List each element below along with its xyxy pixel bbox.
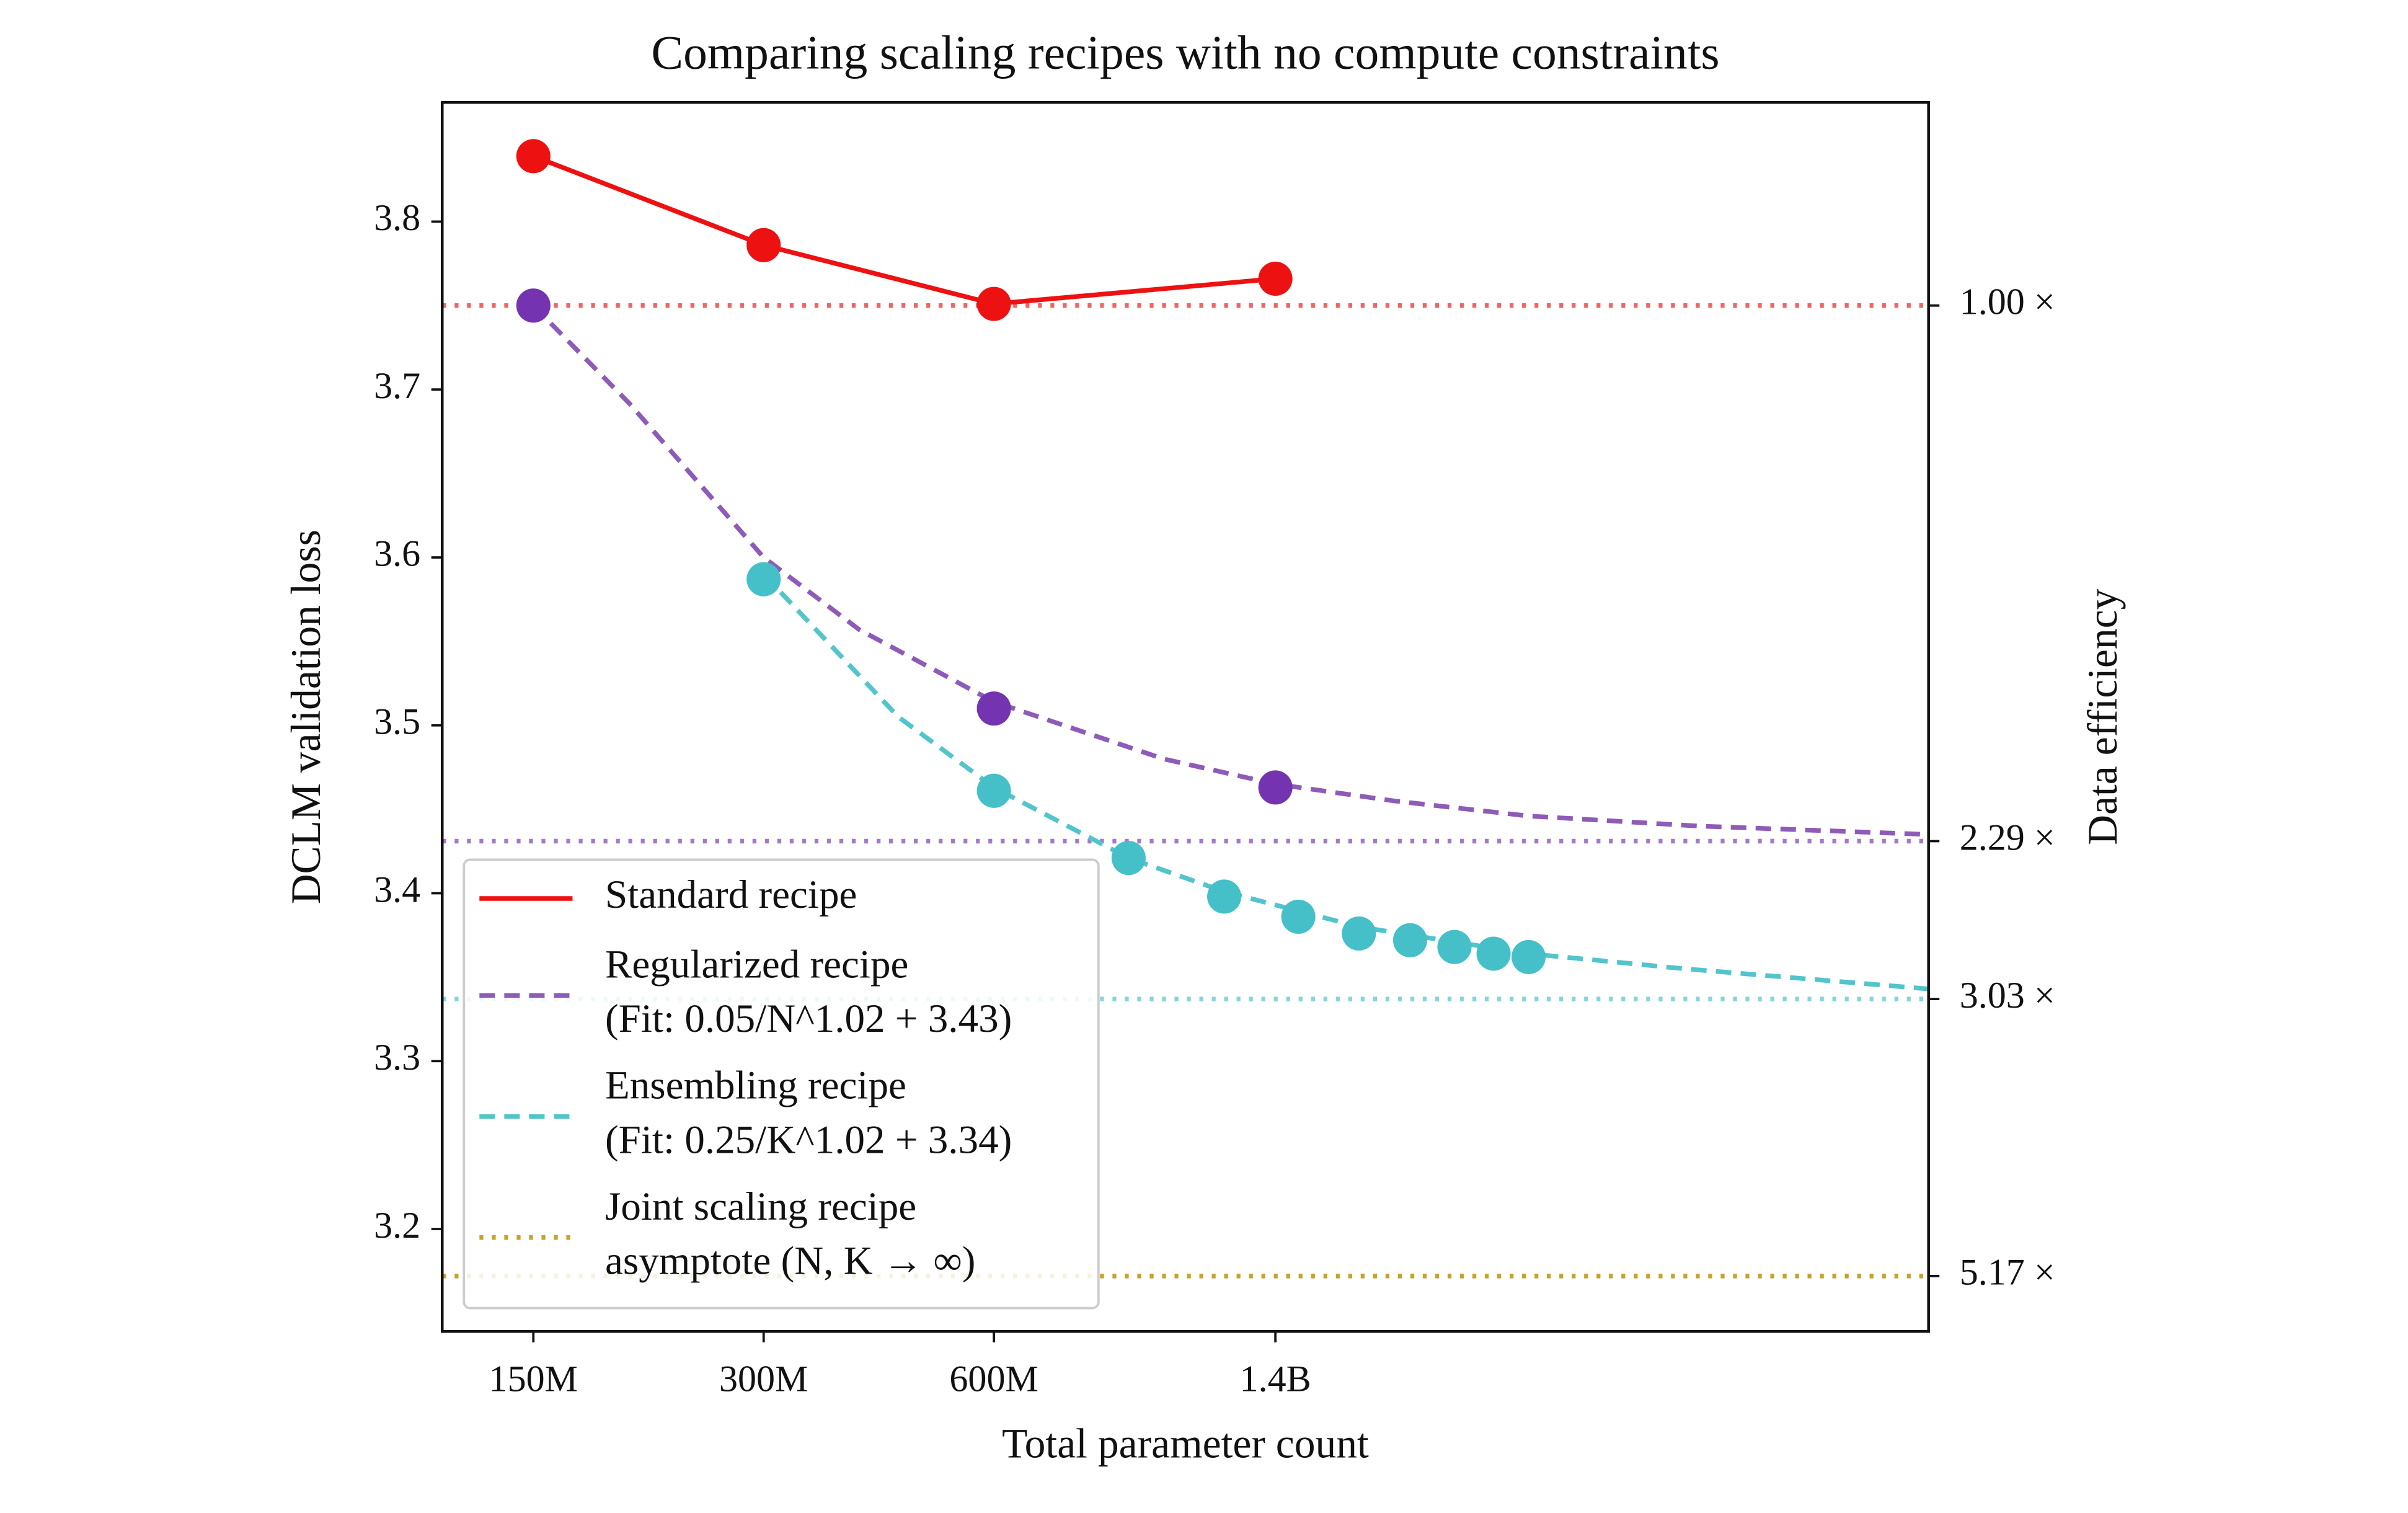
legend-label: asymptote (N, K → ∞): [605, 1239, 975, 1284]
legend-label: Ensembling recipe: [605, 1063, 906, 1108]
data-point: [516, 288, 551, 323]
x-tick-label: 300M: [719, 1358, 808, 1400]
y2-tick-label: 2.29 ×: [1960, 816, 2055, 858]
y-tick-label: 3.4: [374, 868, 420, 910]
x-tick-label: 1.4B: [1240, 1358, 1311, 1400]
series-line: [532, 154, 1276, 306]
data-point: [1281, 899, 1316, 934]
data-point: [976, 691, 1011, 726]
data-point: [1512, 939, 1546, 974]
data-point: [1258, 770, 1293, 805]
data-point: [976, 773, 1011, 808]
chart-title: Comparing scaling recipes with no comput…: [651, 25, 1719, 79]
data-point: [976, 286, 1011, 321]
y2-tick-label: 5.17 ×: [1960, 1251, 2055, 1293]
fit-curve: [761, 572, 1929, 992]
data-point: [1392, 923, 1427, 957]
legend-label: Joint scaling recipe: [605, 1184, 916, 1229]
x-axis-label: Total parameter count: [1002, 1420, 1369, 1466]
legend-box: [463, 858, 1100, 1310]
y-axis-label: DCLM validation loss: [283, 530, 329, 904]
y2-axis-label: Data efficiency: [2079, 588, 2126, 845]
y2-tick-label: 3.03 ×: [1960, 974, 2055, 1016]
legend-label: (Fit: 0.25/K^1.02 + 3.34): [605, 1117, 1012, 1162]
y-tick-label: 3.2: [374, 1204, 420, 1246]
data-point: [1111, 841, 1146, 876]
legend-label: Regularized recipe: [605, 943, 908, 987]
fit-curve: [531, 304, 1929, 837]
legend: Standard recipe Regularized recipe (Fit: 0…: [463, 858, 1100, 1310]
data-point: [516, 139, 551, 174]
data-point: [1258, 261, 1293, 296]
legend-label: (Fit: 0.05/N^1.02 + 3.43): [605, 996, 1012, 1041]
y-tick-label: 3.6: [374, 533, 420, 574]
y2-tick-label: 1.00 ×: [1960, 281, 2055, 322]
y-tick-label: 3.5: [374, 701, 420, 742]
legend-label: Standard recipe: [605, 872, 857, 917]
y-tick-label: 3.8: [374, 197, 420, 238]
data-point: [1207, 879, 1242, 914]
data-point: [746, 562, 781, 597]
x-tick-label: 150M: [489, 1358, 578, 1400]
y-tick-label: 3.7: [374, 365, 420, 406]
plot-frame: [440, 100, 1930, 1333]
data-point: [1476, 936, 1511, 971]
y-tick-label: 3.3: [374, 1036, 420, 1078]
data-point: [1437, 930, 1472, 964]
x-tick-label: 600M: [949, 1358, 1038, 1400]
data-point: [1342, 916, 1376, 951]
data-point: [746, 228, 781, 262]
